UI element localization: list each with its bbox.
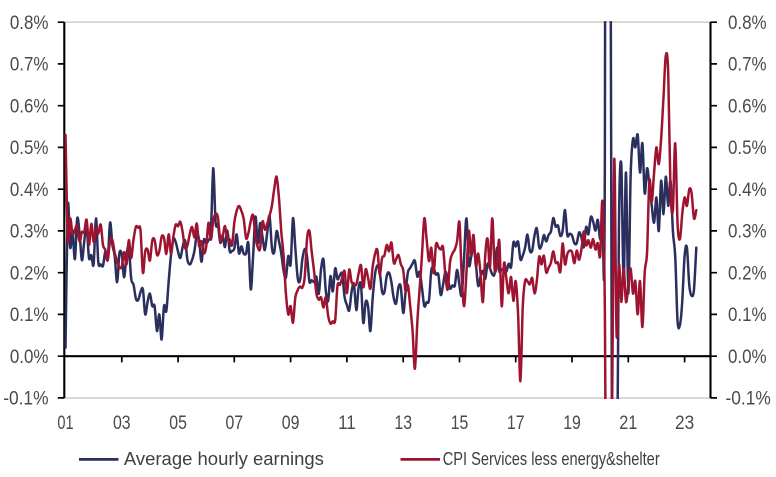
svg-text:0.3%: 0.3% — [10, 222, 49, 243]
svg-text:0.5%: 0.5% — [10, 138, 49, 159]
svg-text:0.7%: 0.7% — [10, 55, 49, 76]
svg-text:CPI Services less energy&shelt: CPI Services less energy&shelter — [443, 449, 660, 469]
svg-text:0.4%: 0.4% — [728, 180, 767, 201]
svg-text:01: 01 — [57, 413, 73, 434]
svg-text:0.1%: 0.1% — [10, 305, 49, 326]
svg-text:09: 09 — [282, 413, 300, 434]
svg-text:0.4%: 0.4% — [10, 180, 49, 201]
svg-text:0.5%: 0.5% — [728, 138, 767, 159]
svg-text:03: 03 — [113, 413, 131, 434]
svg-text:19: 19 — [563, 413, 581, 434]
svg-text:11: 11 — [338, 413, 356, 434]
svg-text:0.3%: 0.3% — [728, 222, 767, 243]
svg-text:07: 07 — [226, 413, 244, 434]
svg-text:Average hourly earnings: Average hourly earnings — [124, 449, 324, 469]
svg-text:0.8%: 0.8% — [10, 13, 49, 34]
svg-text:0.2%: 0.2% — [728, 263, 767, 284]
svg-text:0.0%: 0.0% — [728, 347, 767, 368]
svg-text:23: 23 — [675, 413, 694, 434]
svg-text:13: 13 — [394, 413, 412, 434]
svg-text:-0.1%: -0.1% — [726, 389, 771, 410]
svg-text:0.6%: 0.6% — [10, 96, 49, 117]
svg-text:0.1%: 0.1% — [728, 305, 767, 326]
svg-text:15: 15 — [451, 413, 469, 434]
svg-text:0.2%: 0.2% — [10, 263, 49, 284]
svg-text:0.7%: 0.7% — [728, 55, 767, 76]
svg-text:17: 17 — [507, 413, 525, 434]
svg-text:0.0%: 0.0% — [10, 347, 49, 368]
svg-text:05: 05 — [169, 413, 187, 434]
svg-text:-0.1%: -0.1% — [3, 389, 48, 410]
svg-text:0.6%: 0.6% — [728, 96, 767, 117]
svg-text:21: 21 — [619, 413, 637, 434]
svg-text:0.8%: 0.8% — [728, 13, 767, 34]
